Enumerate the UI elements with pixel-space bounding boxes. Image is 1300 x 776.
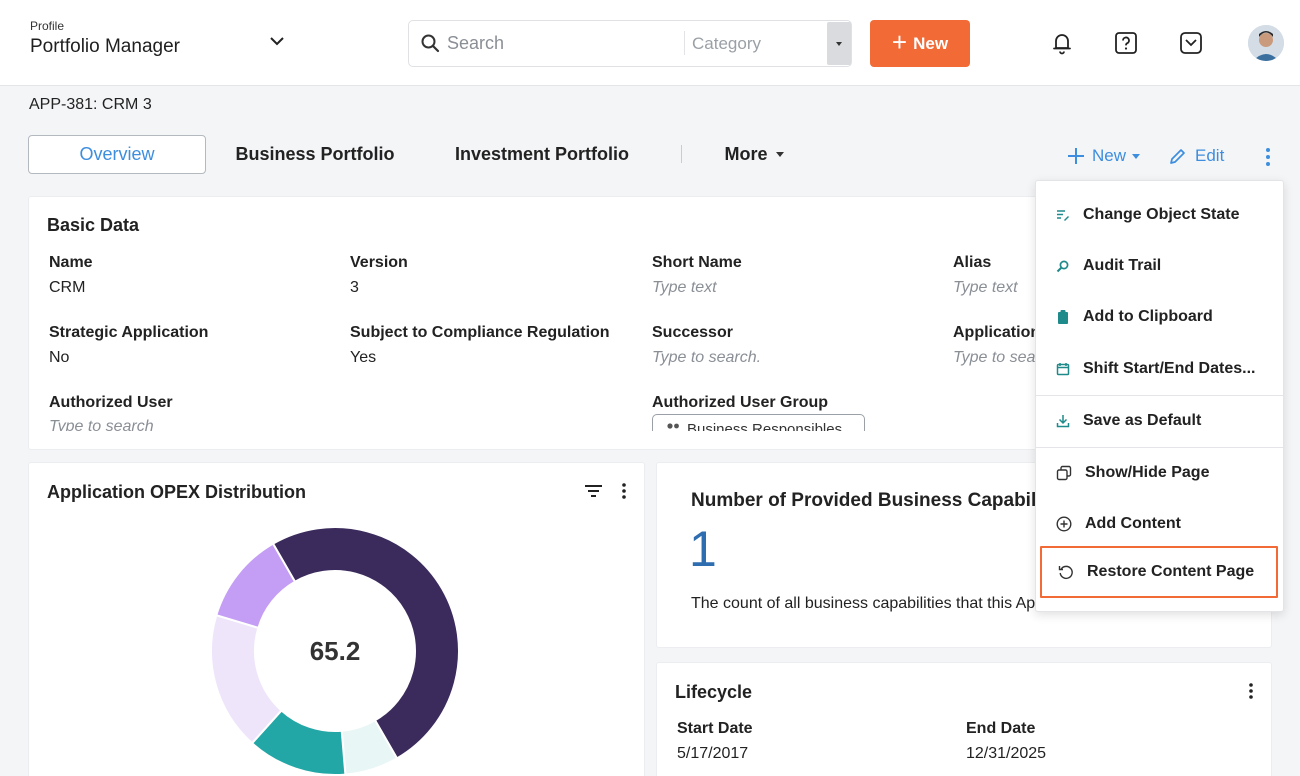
menu-add-content[interactable]: Add Content (1040, 501, 1278, 547)
short-name-label: Short Name (652, 254, 742, 271)
category-dropdown-button[interactable] (827, 22, 851, 65)
tab-investment-portfolio[interactable]: Investment Portfolio (454, 144, 629, 164)
menu-add-to-clipboard[interactable]: Add to Clipboard (1040, 294, 1278, 340)
authorized-group-chip[interactable]: Business Responsibles (652, 414, 865, 431)
basic-data-title: Basic Data (47, 215, 140, 235)
menu-restore-content-page[interactable]: Restore Content Page (1040, 546, 1278, 598)
authorized-group-label: Authorized User Group (652, 394, 829, 411)
clipboard-icon (1058, 310, 1068, 324)
application-label: Application (953, 324, 1041, 341)
new-button[interactable]: + New (870, 20, 970, 67)
filter-icon[interactable] (584, 482, 603, 500)
opex-card (28, 462, 645, 776)
magnifier-icon (1056, 260, 1069, 273)
lifecycle-card (656, 662, 1272, 776)
search-icon (421, 34, 440, 53)
authorized-user-label: Authorized User (49, 394, 173, 411)
context-menu (1035, 180, 1284, 612)
compliance-label: Subject to Compliance Regulation (350, 324, 610, 341)
version-value[interactable]: 3 (350, 279, 359, 296)
menu-save-as-default[interactable]: Save as Default (1040, 398, 1278, 444)
more-options-icon[interactable] (1260, 145, 1276, 169)
donut-slice-4[interactable] (215, 542, 297, 630)
search-input[interactable] (447, 31, 677, 55)
lifecycle-title: Lifecycle (675, 682, 753, 702)
pages-icon (1056, 465, 1072, 481)
donut-center-value: 65.2 (309, 636, 361, 666)
profile-label: Profile (30, 19, 65, 33)
user-avatar[interactable] (1248, 25, 1284, 61)
restore-icon (1058, 565, 1073, 579)
tab-more[interactable]: More (716, 135, 792, 174)
menu-divider (1036, 447, 1283, 448)
authorized-group-clip: Business Responsibles (652, 414, 866, 431)
chevron-down-icon[interactable] (268, 32, 286, 50)
capabilities-value: 1 (689, 521, 717, 577)
search-divider (684, 31, 685, 55)
capabilities-description: The count of all business capabilities t… (691, 595, 1036, 612)
new-action-button[interactable]: New (1066, 146, 1141, 166)
version-label: Version (350, 254, 408, 271)
alias-field[interactable]: Type text (953, 279, 1018, 296)
capabilities-clip: Number of Provided Business Capabilities… (656, 462, 1036, 648)
edit-button[interactable]: Edit (1168, 146, 1224, 166)
successor-field[interactable]: Type to search. (652, 349, 762, 366)
breadcrumb: APP-381: CRM 3 (29, 96, 152, 113)
donut-slice-0[interactable] (271, 526, 460, 760)
application-field[interactable]: Type to sea (953, 349, 1036, 366)
menu-change-object-state[interactable]: Change Object State (1040, 192, 1278, 238)
menu-audit-trail[interactable]: Audit Trail (1040, 243, 1278, 289)
strategic-value[interactable]: No (49, 349, 70, 366)
card-menu-icon[interactable] (616, 480, 632, 502)
compliance-value[interactable]: Yes (350, 349, 377, 366)
strategic-label: Strategic Application (49, 324, 209, 341)
profile-name[interactable]: Portfolio Manager (30, 36, 180, 57)
opex-title: Application OPEX Distribution (47, 482, 307, 502)
calendar-icon (1056, 363, 1070, 376)
menu-shift-dates[interactable]: Shift Start/End Dates... (1040, 346, 1278, 392)
pencil-icon (1170, 148, 1185, 164)
opex-donut-chart (210, 526, 460, 776)
group-icon (667, 423, 679, 429)
change-state-icon (1057, 210, 1069, 221)
inbox-icon[interactable] (1178, 30, 1204, 56)
authorized-user-field[interactable]: Type to search (49, 418, 154, 431)
caret-down-icon (1132, 153, 1141, 159)
plus-icon: + (891, 27, 908, 57)
plus-icon (1068, 148, 1084, 164)
lifecycle-menu-icon[interactable] (1243, 680, 1259, 702)
category-select[interactable]: Category (692, 34, 761, 53)
start-date-value[interactable]: 5/17/2017 (677, 745, 749, 762)
tab-business-portfolio[interactable]: Business Portfolio (235, 144, 395, 164)
bell-icon[interactable] (1049, 30, 1075, 56)
alias-label: Alias (953, 254, 992, 271)
tab-overview[interactable]: Overview (28, 135, 206, 174)
name-label: Name (49, 254, 93, 271)
short-name-field[interactable]: Type text (652, 279, 717, 296)
end-date-label: End Date (966, 720, 1036, 737)
tab-divider (681, 145, 682, 163)
capabilities-title: Number of Provided Business Capabilities (691, 490, 1036, 511)
successor-label: Successor (652, 324, 733, 341)
caret-down-icon (775, 152, 784, 157)
start-date-label: Start Date (677, 720, 753, 737)
help-icon[interactable] (1113, 30, 1139, 56)
name-value[interactable]: CRM (49, 279, 86, 296)
menu-divider (1036, 395, 1283, 396)
menu-show-hide-page[interactable]: Show/Hide Page (1040, 450, 1278, 496)
end-date-value[interactable]: 12/31/2025 (966, 745, 1047, 762)
download-icon (1056, 415, 1070, 428)
authorized-user-clip: Type to search (49, 418, 249, 431)
plus-circle-icon (1056, 516, 1072, 532)
